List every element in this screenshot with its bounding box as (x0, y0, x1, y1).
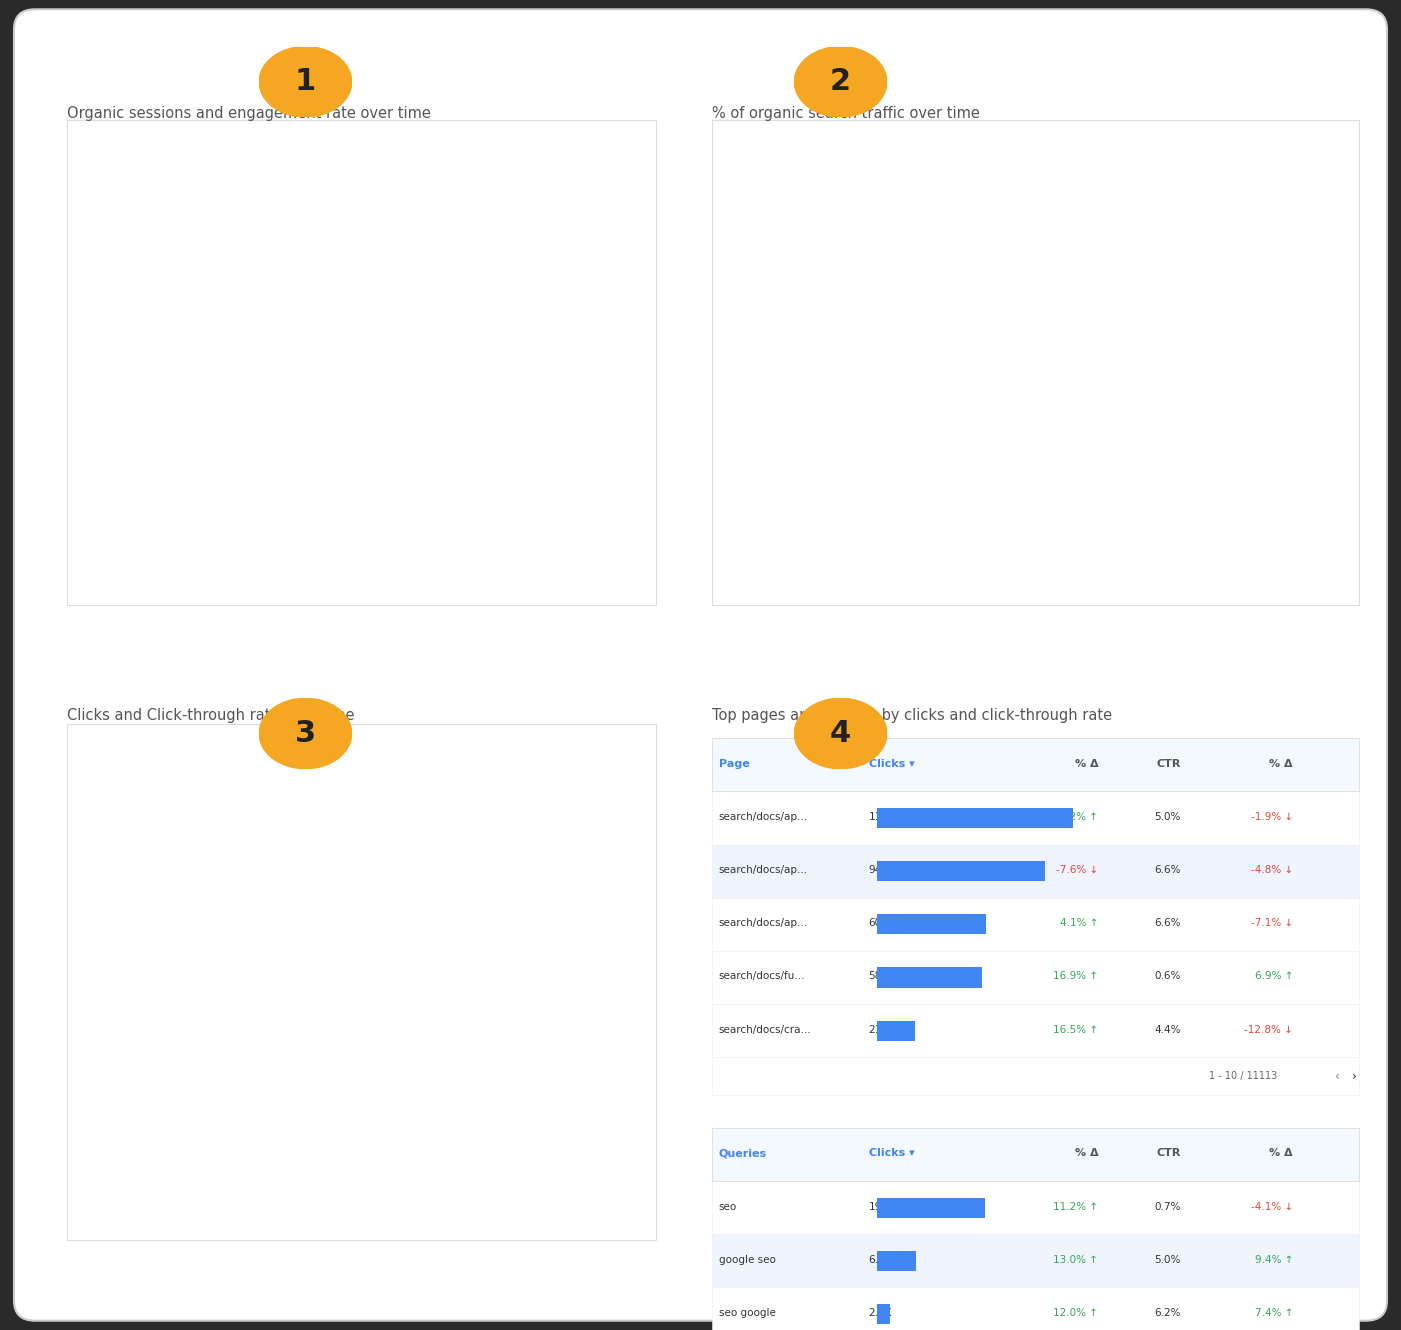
Text: 21.4K: 21.4K (869, 1024, 898, 1035)
Text: 1 - 10 / 11113: 1 - 10 / 11113 (1209, 1071, 1278, 1081)
Circle shape (794, 698, 887, 769)
Text: Clicks and Click-through rate over time: Clicks and Click-through rate over time (67, 708, 354, 722)
Text: 7.4% ↑: 7.4% ↑ (1255, 1307, 1293, 1318)
Text: % Δ: % Δ (1075, 758, 1098, 769)
Text: 12.0% ↑: 12.0% ↑ (1054, 1307, 1098, 1318)
Text: Clicks ▾: Clicks ▾ (869, 758, 915, 769)
Legend: Sessions, Engagement rate: Sessions, Engagement rate (149, 141, 359, 158)
Text: % Δ: % Δ (1269, 1148, 1293, 1158)
Circle shape (794, 47, 887, 117)
Text: 20.2% ↑: 20.2% ↑ (1054, 811, 1098, 822)
Text: 94.1K: 94.1K (869, 864, 898, 875)
Text: 6.9% ↑: 6.9% ↑ (1255, 971, 1293, 982)
Text: 60.9K: 60.9K (869, 918, 898, 928)
Text: search/docs/ap...: search/docs/ap... (719, 811, 808, 822)
Text: search/docs/ap...: search/docs/ap... (719, 864, 808, 875)
Text: search/docs/cra...: search/docs/cra... (719, 1024, 811, 1035)
Text: 110K: 110K (869, 811, 895, 822)
Text: Top pages and queries by clicks and click-through rate: Top pages and queries by clicks and clic… (712, 708, 1112, 722)
Text: 0.6%: 0.6% (1154, 971, 1181, 982)
Text: 16.5% ↑: 16.5% ↑ (1054, 1024, 1098, 1035)
Text: ›: › (1352, 1069, 1358, 1083)
Text: 19K: 19K (869, 1201, 888, 1212)
Text: % Δ: % Δ (1269, 758, 1293, 769)
Text: 16.9% ↑: 16.9% ↑ (1054, 971, 1098, 982)
Circle shape (259, 698, 352, 769)
Text: 3: 3 (294, 720, 317, 747)
Text: Organic sessions and engagement rate over time: Organic sessions and engagement rate ove… (67, 106, 432, 121)
Legend: Organic Soc..., Organic Sho..., Organic Vid...: Organic Soc..., Organic Sho..., Organic … (775, 156, 1061, 172)
Text: % of organic search traffic over time: % of organic search traffic over time (712, 106, 979, 121)
Text: CTR: CTR (1157, 1148, 1181, 1158)
Text: ‹: ‹ (1335, 1069, 1341, 1083)
Text: search/docs/ap...: search/docs/ap... (719, 918, 808, 928)
Text: Clicks ▾: Clicks ▾ (869, 1148, 915, 1158)
Text: Page: Page (719, 758, 750, 769)
Text: 6.2%: 6.2% (1154, 1307, 1181, 1318)
Text: 1: 1 (294, 68, 317, 96)
Text: CTR: CTR (1157, 758, 1181, 769)
Text: -7.6% ↓: -7.6% ↓ (1056, 864, 1098, 875)
Text: seo google: seo google (719, 1307, 776, 1318)
Text: -12.8% ↓: -12.8% ↓ (1244, 1024, 1293, 1035)
Legend: Clicks, Click-through rate: Clicks, Click-through rate (149, 759, 347, 777)
Text: 6.6%: 6.6% (1154, 864, 1181, 875)
Text: 5.0%: 5.0% (1154, 811, 1181, 822)
Text: 6.6%: 6.6% (1154, 918, 1181, 928)
Text: Queries: Queries (719, 1148, 766, 1158)
Text: google seo: google seo (719, 1254, 776, 1265)
Text: 2.2K: 2.2K (869, 1307, 892, 1318)
Text: 58.7K: 58.7K (869, 971, 898, 982)
Text: seo: seo (719, 1201, 737, 1212)
Circle shape (259, 47, 352, 117)
Text: 0.7%: 0.7% (1154, 1201, 1181, 1212)
Text: search/docs/fu...: search/docs/fu... (719, 971, 806, 982)
Text: 6.8K: 6.8K (869, 1254, 892, 1265)
Text: -4.1% ↓: -4.1% ↓ (1251, 1201, 1293, 1212)
Text: -1.9% ↓: -1.9% ↓ (1251, 811, 1293, 822)
Text: -7.1% ↓: -7.1% ↓ (1251, 918, 1293, 928)
Text: 5.0%: 5.0% (1154, 1254, 1181, 1265)
Text: 2: 2 (829, 68, 852, 96)
Text: 11.2% ↑: 11.2% ↑ (1054, 1201, 1098, 1212)
Text: 4: 4 (829, 720, 852, 747)
Text: 4.4%: 4.4% (1154, 1024, 1181, 1035)
Text: 9.4% ↑: 9.4% ↑ (1255, 1254, 1293, 1265)
Text: 4.1% ↑: 4.1% ↑ (1061, 918, 1098, 928)
Text: % Δ: % Δ (1075, 1148, 1098, 1158)
Text: -4.8% ↓: -4.8% ↓ (1251, 864, 1293, 875)
Text: 13.0% ↑: 13.0% ↑ (1054, 1254, 1098, 1265)
